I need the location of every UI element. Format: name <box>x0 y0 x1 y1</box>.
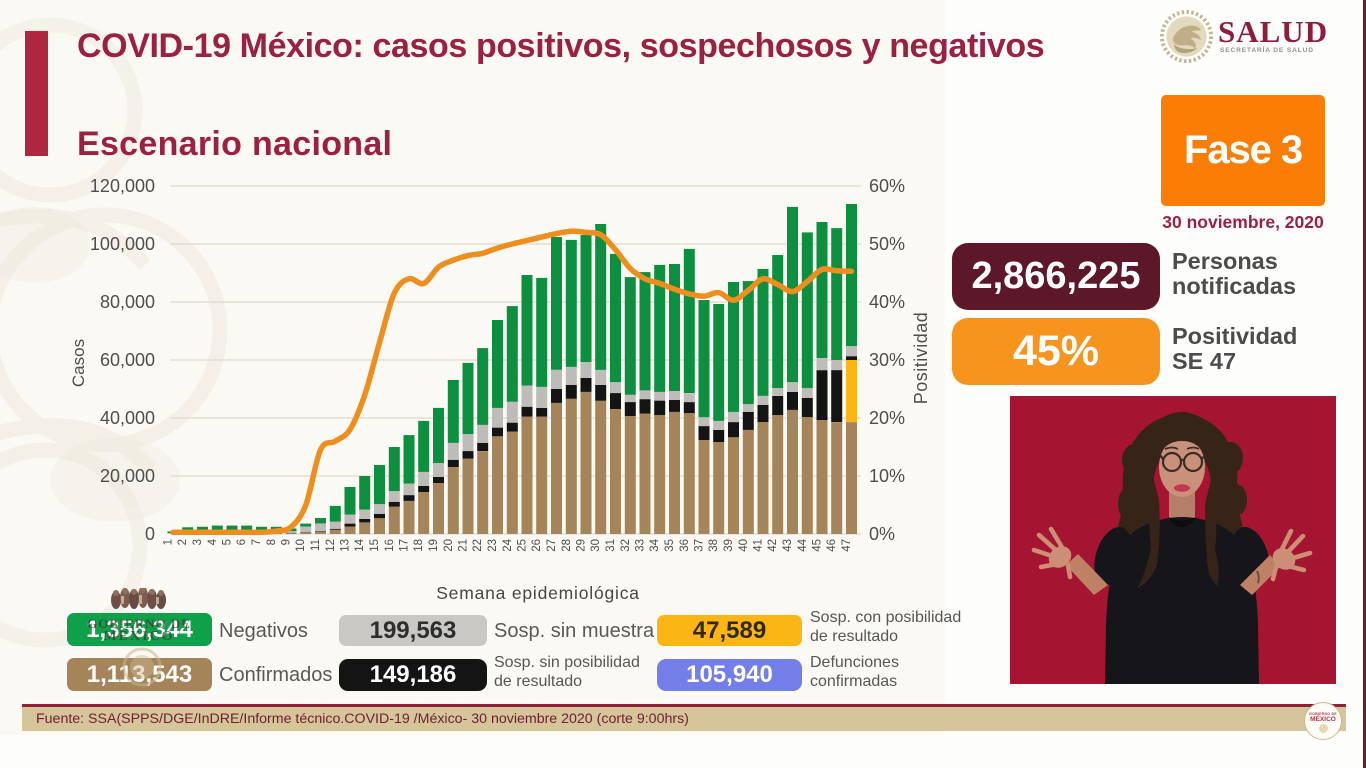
svg-text:23: 23 <box>487 539 499 552</box>
svg-text:2: 2 <box>177 539 189 545</box>
svg-text:45: 45 <box>812 539 824 552</box>
svg-text:17: 17 <box>399 539 411 552</box>
svg-text:26: 26 <box>531 539 543 552</box>
svg-text:8: 8 <box>266 539 278 545</box>
svg-text:32: 32 <box>620 539 632 552</box>
svg-text:GOBIERNO DE: GOBIERNO DE <box>87 616 191 631</box>
svg-text:120,000: 120,000 <box>90 176 155 196</box>
svg-text:3: 3 <box>192 539 204 545</box>
svg-text:6: 6 <box>236 539 248 545</box>
svg-text:24: 24 <box>502 538 514 551</box>
svg-text:20: 20 <box>443 539 455 552</box>
svg-text:Semana epidemiológica: Semana epidemiológica <box>436 583 640 603</box>
svg-text:0: 0 <box>145 524 155 544</box>
svg-text:10%: 10% <box>869 466 905 486</box>
svg-text:1: 1 <box>163 539 175 545</box>
svg-text:100,000: 100,000 <box>90 234 155 254</box>
svg-text:12: 12 <box>325 539 337 552</box>
svg-text:20,000: 20,000 <box>100 466 155 486</box>
svg-text:37: 37 <box>694 539 706 552</box>
svg-text:10: 10 <box>295 539 307 552</box>
svg-text:16: 16 <box>384 539 396 552</box>
svg-text:18: 18 <box>413 539 425 552</box>
svg-text:38: 38 <box>708 539 720 552</box>
svg-text:50%: 50% <box>869 234 905 254</box>
svg-text:13: 13 <box>340 539 352 552</box>
svg-text:30: 30 <box>590 539 602 552</box>
svg-text:MÉXICO: MÉXICO <box>103 627 174 644</box>
svg-text:19: 19 <box>428 539 440 552</box>
svg-text:Positividad: Positividad <box>911 312 931 405</box>
svg-text:31: 31 <box>605 539 617 552</box>
svg-text:40%: 40% <box>869 292 905 312</box>
svg-text:60%: 60% <box>869 176 905 196</box>
svg-text:20%: 20% <box>869 408 905 428</box>
svg-text:44: 44 <box>797 538 809 551</box>
svg-text:47: 47 <box>841 539 853 552</box>
svg-text:34: 34 <box>649 538 661 551</box>
svg-text:14: 14 <box>354 538 366 551</box>
svg-text:39: 39 <box>723 539 735 552</box>
svg-text:40: 40 <box>738 539 750 552</box>
svg-text:30%: 30% <box>869 350 905 370</box>
svg-text:9: 9 <box>281 539 293 545</box>
svg-text:28: 28 <box>561 539 573 552</box>
svg-text:29: 29 <box>576 539 588 552</box>
svg-text:43: 43 <box>782 539 794 552</box>
svg-text:25: 25 <box>517 539 529 552</box>
svg-text:35: 35 <box>664 539 676 552</box>
svg-text:36: 36 <box>679 539 691 552</box>
svg-text:46: 46 <box>826 539 838 552</box>
svg-text:27: 27 <box>546 539 558 552</box>
svg-text:41: 41 <box>753 539 765 552</box>
svg-text:Casos: Casos <box>69 339 88 387</box>
svg-text:15: 15 <box>369 539 381 552</box>
svg-text:7: 7 <box>251 539 263 545</box>
svg-text:4: 4 <box>207 538 219 545</box>
svg-text:11: 11 <box>310 539 322 551</box>
svg-text:42: 42 <box>767 539 779 552</box>
svg-text:80,000: 80,000 <box>100 292 155 312</box>
svg-text:22: 22 <box>472 539 484 552</box>
svg-text:33: 33 <box>635 539 647 552</box>
svg-text:60,000: 60,000 <box>100 350 155 370</box>
svg-text:40,000: 40,000 <box>100 408 155 428</box>
svg-text:0%: 0% <box>869 524 895 544</box>
svg-text:21: 21 <box>458 539 470 552</box>
svg-text:5: 5 <box>222 539 234 545</box>
